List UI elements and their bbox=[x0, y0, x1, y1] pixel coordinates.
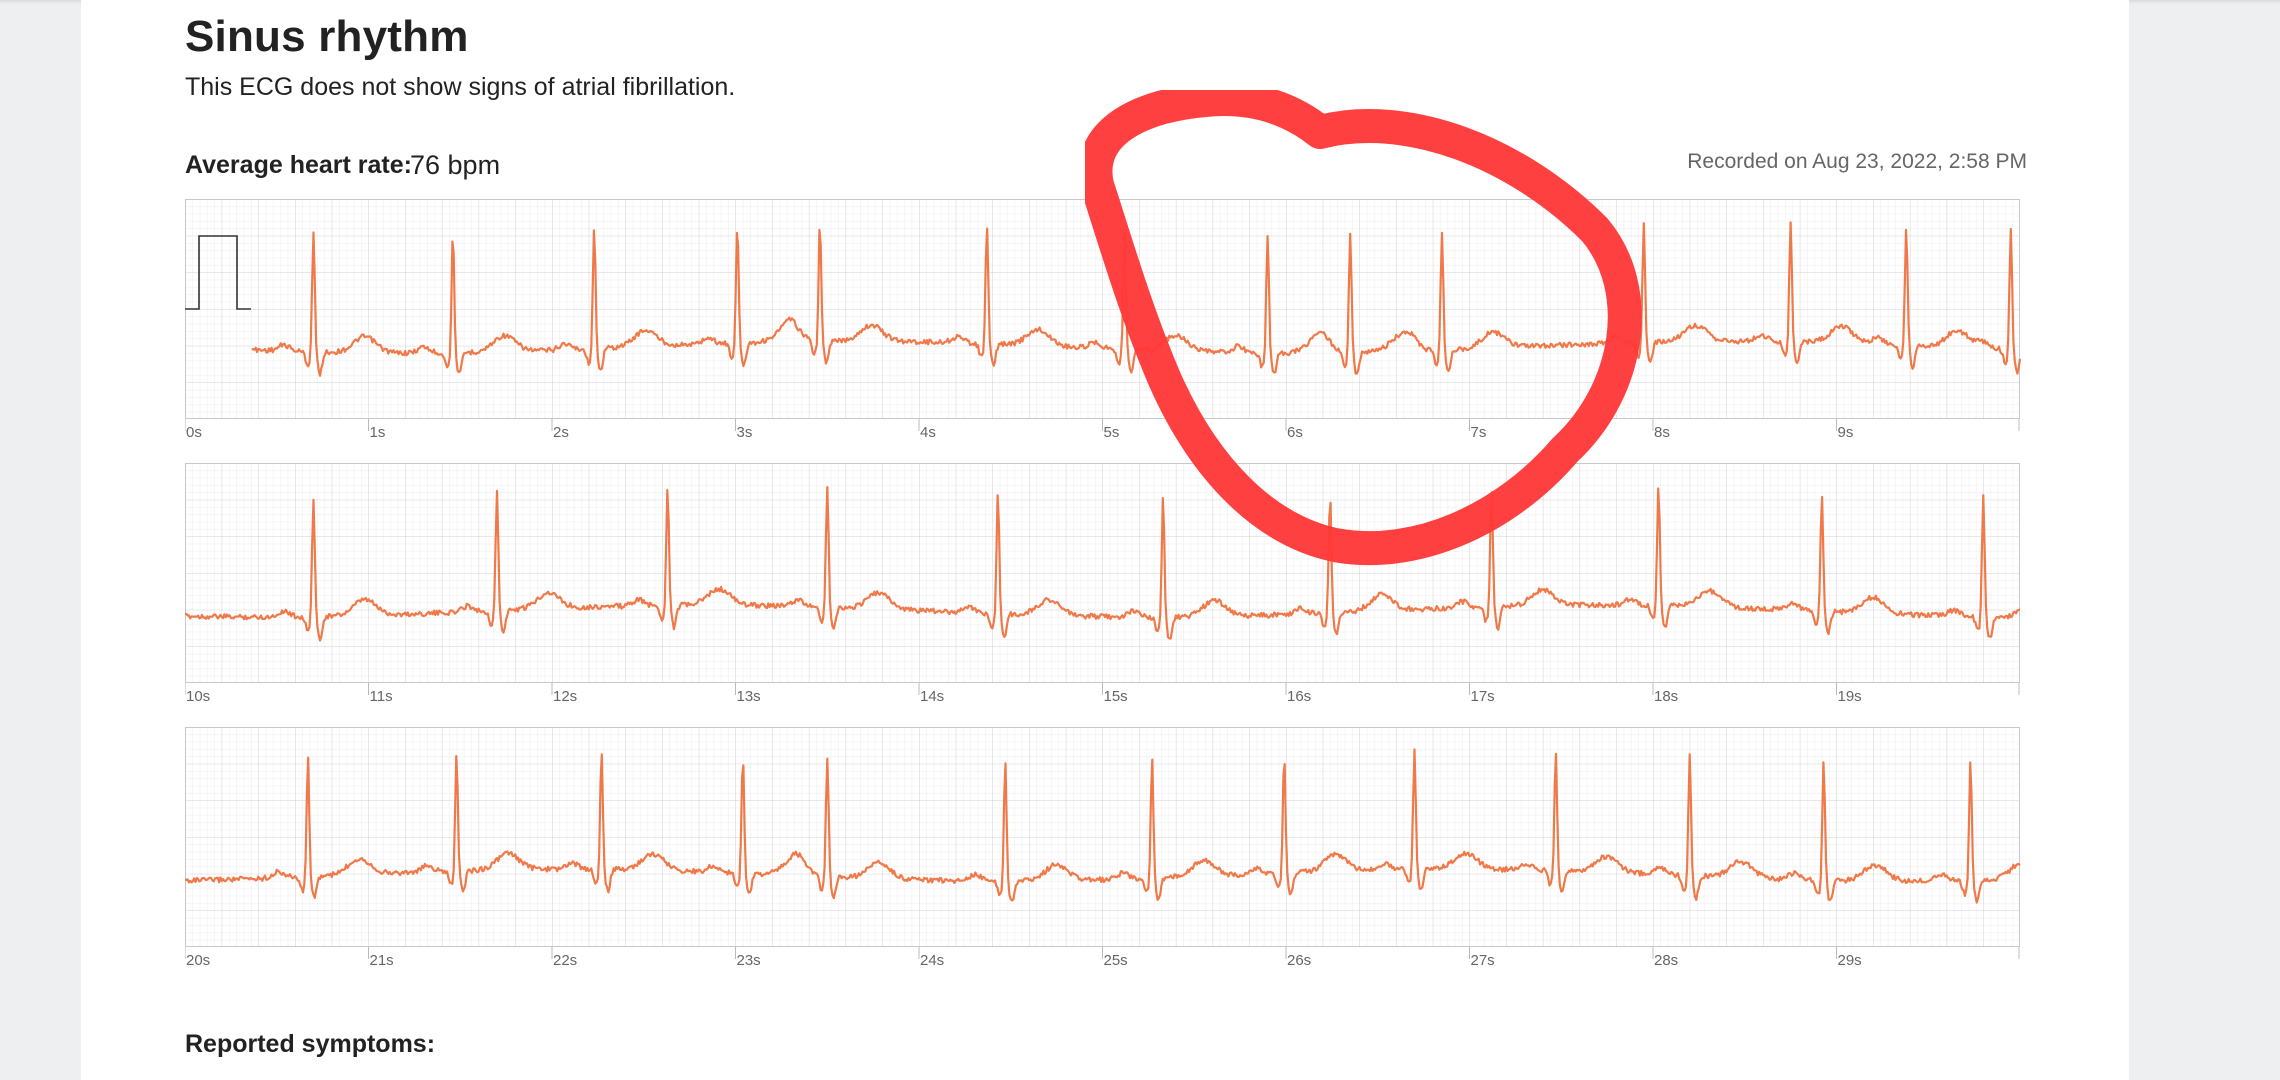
x-tick-label: 2s bbox=[553, 424, 569, 439]
x-tick-label: 13s bbox=[737, 688, 761, 703]
result-description: This ECG does not show signs of atrial f… bbox=[185, 73, 736, 101]
x-tick-label: 4s bbox=[920, 424, 936, 439]
ecg-grid bbox=[185, 463, 2020, 683]
x-tick-label: 1s bbox=[370, 424, 386, 439]
x-tick-label: 20s bbox=[186, 952, 210, 967]
x-tick-label: 28s bbox=[1654, 952, 1678, 967]
x-tick-label: 24s bbox=[920, 952, 944, 967]
x-tick-label: 0s bbox=[186, 424, 202, 439]
reported-symptoms-heading: Reported symptoms: bbox=[185, 1030, 436, 1058]
x-tick-label: 26s bbox=[1287, 952, 1311, 967]
x-tick-label: 10s bbox=[186, 688, 210, 703]
x-tick-label: 22s bbox=[553, 952, 577, 967]
x-tick-label: 17s bbox=[1471, 688, 1495, 703]
x-tick-label: 19s bbox=[1838, 688, 1862, 703]
x-tick-label: 7s bbox=[1471, 424, 1487, 439]
x-tick-label: 27s bbox=[1471, 952, 1495, 967]
page-title: Sinus rhythm bbox=[185, 12, 469, 61]
x-tick-label: 5s bbox=[1104, 424, 1120, 439]
x-tick-label: 18s bbox=[1654, 688, 1678, 703]
ecg-grid-border bbox=[185, 727, 2020, 947]
x-tick-label: 16s bbox=[1287, 688, 1311, 703]
x-tick-label: 6s bbox=[1287, 424, 1303, 439]
x-tick-label: 9s bbox=[1838, 424, 1854, 439]
x-tick-label: 14s bbox=[920, 688, 944, 703]
ecg-grid bbox=[185, 727, 2020, 947]
x-tick-label: 15s bbox=[1104, 688, 1128, 703]
average-heart-rate-value: 76 bpm bbox=[410, 150, 501, 180]
ecg-strip-3: 20s 21s 22s 23s 24s 25s 26s 27s 28s 29s bbox=[185, 727, 2021, 967]
ecg-trace bbox=[185, 748, 2021, 904]
x-tick-label: 11s bbox=[370, 688, 393, 703]
x-tick-label: 21s bbox=[370, 952, 394, 967]
x-tick-label: 8s bbox=[1654, 424, 1670, 439]
ecg-grid-border bbox=[185, 463, 2020, 683]
calibration-pulse bbox=[185, 235, 251, 310]
annotation-stroke bbox=[1085, 90, 1642, 566]
x-tick-label: 3s bbox=[737, 424, 753, 439]
recorded-timestamp: Recorded on Aug 23, 2022, 2:58 PM bbox=[1687, 150, 2027, 173]
ecg-trace bbox=[185, 486, 2020, 642]
ecg-strip-2: 10s 11s 12s 13s 14s 15s 16s 17s 18s 19s bbox=[185, 463, 2020, 703]
average-heart-rate-label: Average heart rate: bbox=[185, 151, 412, 179]
x-tick-label: 12s bbox=[553, 688, 577, 703]
x-tick-label: 29s bbox=[1838, 952, 1862, 967]
red-circle-annotation bbox=[1085, 90, 1642, 566]
x-tick-label: 23s bbox=[737, 952, 761, 967]
x-tick-label: 25s bbox=[1104, 952, 1128, 967]
